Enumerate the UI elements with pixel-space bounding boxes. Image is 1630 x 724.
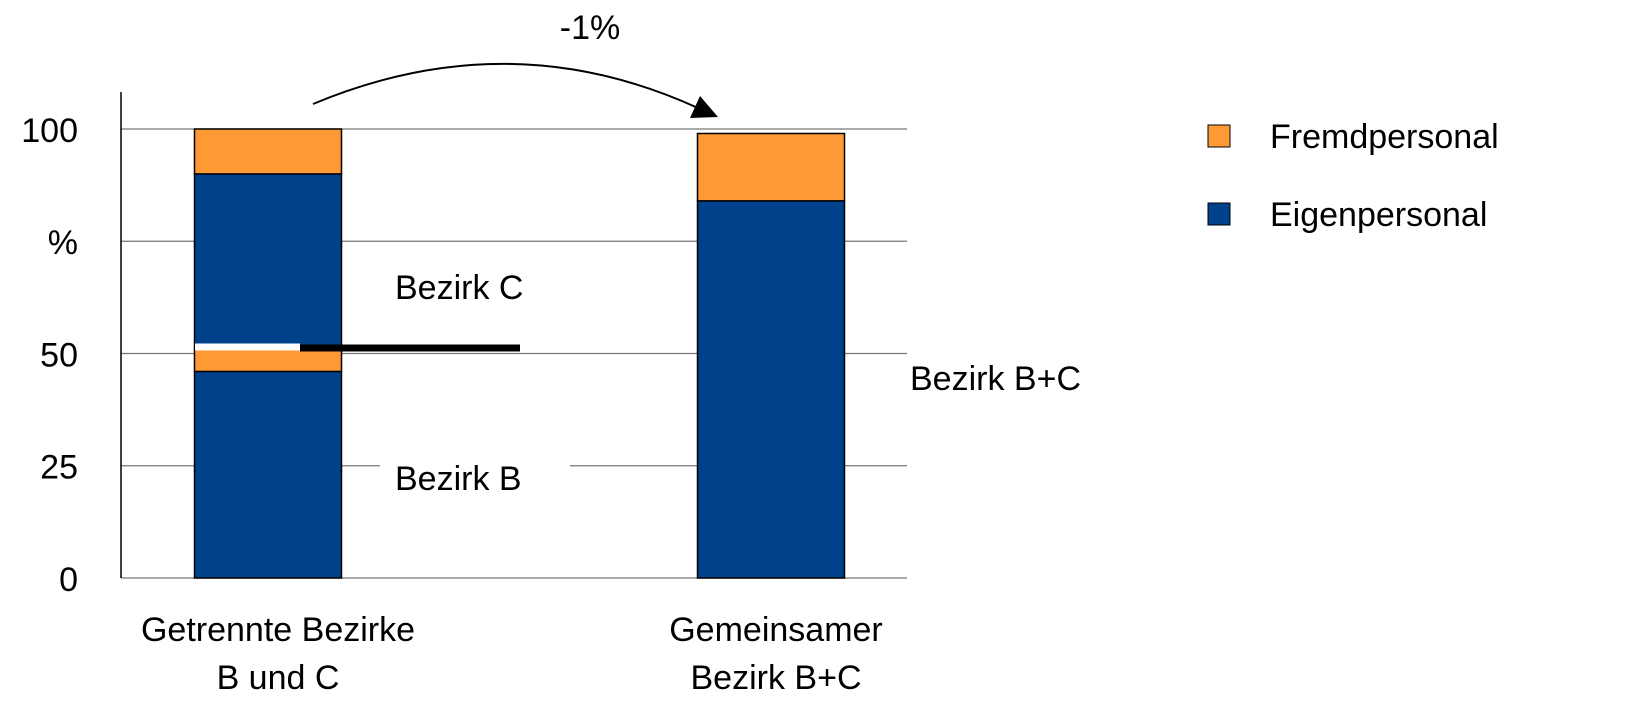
x-tick-label: Bezirk B+C: [691, 659, 862, 697]
annotation: Bezirk B+C: [910, 360, 1081, 398]
arrow: [312, 62, 699, 109]
bar-segment: [696, 200, 846, 579]
legend-swatch: [1207, 202, 1231, 226]
x-tick-label: B und C: [217, 659, 340, 697]
bar-segment: [193, 128, 343, 175]
bar-segment: [193, 173, 343, 350]
legend-label: Fremdpersonal: [1270, 118, 1499, 156]
x-tick-label: Gemeinsamer: [669, 611, 883, 649]
y-tick-label: 25: [40, 449, 78, 487]
arrowhead: [690, 96, 718, 118]
annotation: -1%: [560, 9, 620, 47]
bar-segment: [696, 132, 846, 202]
y-tick-label: 0: [59, 561, 78, 599]
legend-label: Eigenpersonal: [1270, 196, 1487, 234]
bar-segment: [193, 348, 343, 373]
bar-segment: [193, 370, 343, 579]
annotation: Bezirk C: [395, 269, 523, 307]
y-tick-label: 100: [21, 112, 78, 150]
x-tick-label: Getrennte Bezirke: [141, 611, 415, 649]
annotation: Bezirk B: [395, 460, 522, 498]
y-tick-label: %: [48, 224, 78, 262]
label-bg: [380, 455, 570, 477]
y-tick-label: 50: [40, 336, 78, 374]
legend-swatch: [1207, 124, 1231, 148]
